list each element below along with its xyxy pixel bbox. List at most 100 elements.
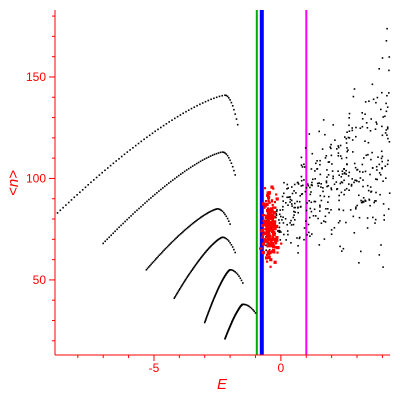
- curve-point: [174, 296, 176, 298]
- curve-point: [185, 227, 188, 230]
- highlight-point: [272, 187, 275, 190]
- curve-point: [224, 152, 226, 154]
- cloud-point: [383, 219, 385, 221]
- highlight-point: [275, 193, 278, 196]
- curve-point: [154, 130, 156, 133]
- cloud-point: [350, 185, 353, 187]
- cloud-point: [304, 147, 307, 149]
- highlight-point: [272, 248, 276, 252]
- cloud-point: [381, 125, 383, 128]
- highlight-point: [266, 214, 269, 217]
- cloud-point: [283, 181, 285, 184]
- highlight-point: [268, 229, 272, 232]
- cloud-point: [330, 147, 332, 150]
- cloud-point: [280, 215, 282, 218]
- curve-point: [102, 242, 104, 245]
- cloud-point: [355, 135, 357, 138]
- curve-point: [143, 138, 145, 141]
- curve-point: [182, 112, 184, 115]
- cloud-point: [346, 163, 348, 166]
- highlight-point: [264, 237, 267, 241]
- curve-point: [183, 229, 186, 232]
- cloud-point: [346, 150, 348, 153]
- cloud-point: [340, 176, 343, 178]
- curve-point: [126, 218, 128, 221]
- curve-point: [231, 105, 234, 107]
- cloud-point: [378, 254, 381, 256]
- cloud-point: [356, 169, 358, 171]
- cloud-point: [290, 224, 293, 226]
- cloud-point: [386, 106, 389, 108]
- curve-point: [213, 153, 216, 156]
- curve-point: [213, 209, 215, 211]
- highlight-point: [268, 224, 271, 227]
- curve-point: [154, 193, 156, 196]
- cloud-point: [380, 108, 382, 111]
- highlight-point: [267, 244, 271, 248]
- cloud-point: [283, 233, 285, 236]
- curve-point: [226, 238, 229, 241]
- cloud-point: [380, 157, 383, 160]
- curve-point: [179, 233, 182, 235]
- cloud-point: [322, 190, 324, 193]
- curve-point: [81, 189, 84, 191]
- cloud-point: [332, 124, 334, 126]
- curve-point: [185, 110, 187, 113]
- cloud-point: [297, 183, 300, 185]
- cloud-point: [374, 222, 376, 224]
- highlight-point: [267, 212, 270, 215]
- curve-point: [191, 222, 194, 225]
- curve-point: [208, 211, 210, 213]
- curve-point: [216, 289, 219, 292]
- curve-point: [171, 240, 174, 243]
- highlight-point: [263, 206, 266, 209]
- cloud-point: [297, 252, 299, 254]
- curve-point: [114, 230, 116, 233]
- cloud-point: [330, 154, 333, 157]
- curve-point: [104, 240, 106, 243]
- highlight-point: [267, 241, 270, 244]
- curve-point: [124, 220, 126, 223]
- highlight-point: [267, 198, 270, 201]
- highlight-point: [270, 238, 274, 242]
- cloud-point: [346, 147, 348, 149]
- curve-point: [254, 312, 257, 314]
- cloud-point: [352, 95, 355, 98]
- curve-point: [204, 251, 207, 253]
- cloud-point: [351, 129, 354, 132]
- curve-point: [215, 292, 217, 295]
- curve-point: [120, 155, 123, 158]
- x-tick-label: -5: [149, 361, 160, 375]
- curve-point: [221, 94, 223, 97]
- cloud-point: [345, 142, 348, 144]
- curve-point: [215, 96, 218, 99]
- cloud-point: [363, 201, 365, 203]
- curve-point: [242, 282, 244, 284]
- cloud-point: [316, 160, 318, 162]
- cloud-point: [348, 183, 350, 185]
- curve-point: [221, 151, 224, 153]
- cloud-point: [288, 196, 290, 198]
- cloud-point: [281, 209, 284, 211]
- curve-point: [159, 253, 162, 255]
- curve-point: [233, 169, 235, 172]
- cloud-point: [314, 170, 316, 172]
- cloud-point: [385, 177, 387, 179]
- curve-point: [175, 237, 177, 240]
- highlight-point: [273, 212, 276, 215]
- cloud-point: [386, 27, 388, 30]
- curve-point: [206, 314, 209, 317]
- cloud-point: [320, 183, 322, 185]
- highlight-point: [276, 251, 279, 254]
- axes: [54, 10, 390, 356]
- curve-point: [62, 206, 64, 209]
- curve-point: [201, 159, 204, 161]
- y-tick-label: 150: [26, 70, 46, 84]
- cloud-point: [308, 200, 310, 202]
- cloud-point: [340, 157, 343, 160]
- curve-point: [209, 306, 211, 309]
- cloud-point: [343, 193, 345, 196]
- curve-point: [196, 262, 198, 265]
- curve-point: [65, 204, 67, 206]
